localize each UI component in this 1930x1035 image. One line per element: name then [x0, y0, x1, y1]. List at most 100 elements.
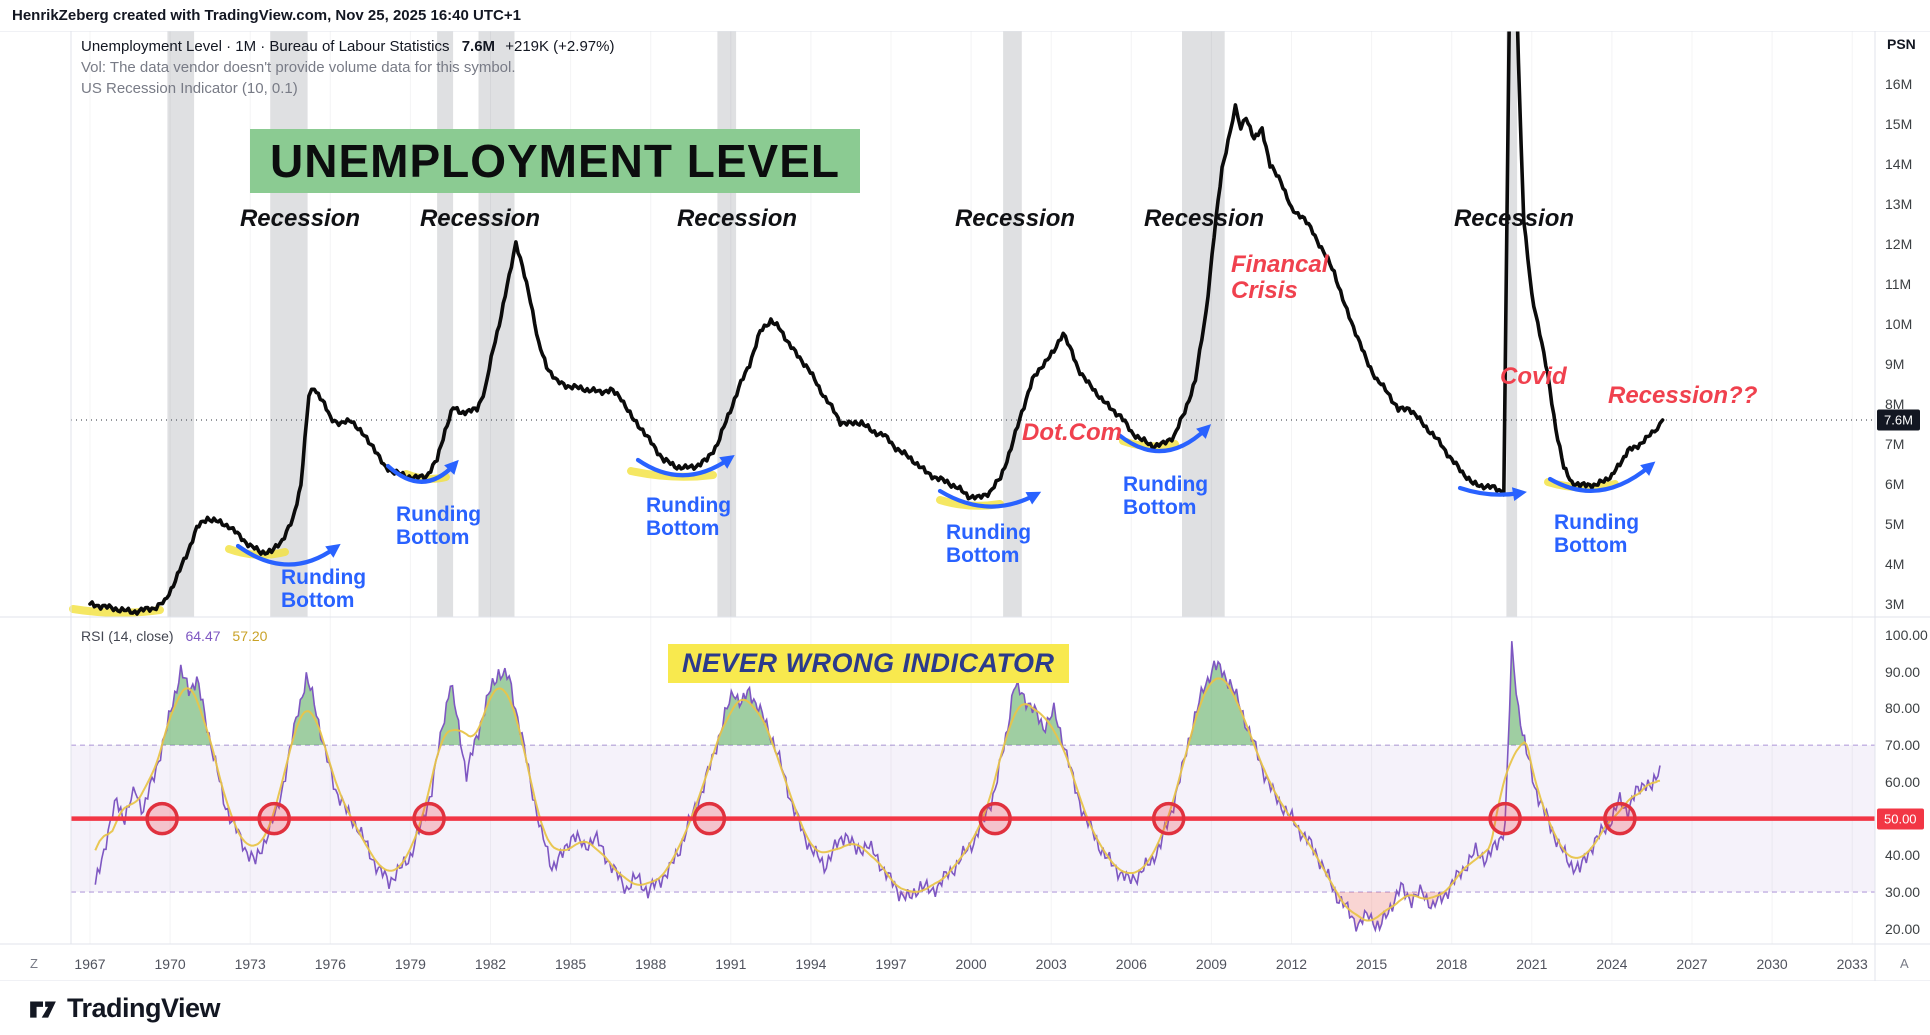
never-wrong-banner-highlight[interactable]: NEVER WRONG INDICATOR — [668, 644, 1069, 683]
rsi-tick-label: 80.00 — [1885, 700, 1921, 717]
unemployment-title: UNEMPLOYMENT LEVEL — [270, 135, 841, 187]
time-tick-label: 2003 — [1035, 956, 1067, 972]
rounding-bottom-line: Bottom — [1554, 534, 1628, 558]
rounding-bottom-line: Runding — [396, 503, 482, 526]
recession-label[interactable]: Recession — [676, 205, 798, 232]
price-tick-label: 13M — [1885, 196, 1913, 212]
time-tick-label: 2018 — [1436, 956, 1468, 972]
time-tick-label: 1985 — [555, 956, 587, 972]
rounding-bottom-line: Runding — [281, 566, 367, 589]
rsi-tick-label: 70.00 — [1885, 737, 1921, 754]
price-tick-label: 14M — [1885, 156, 1913, 172]
red-annotation[interactable]: Covid — [1500, 364, 1567, 390]
red-annotation-line: Recession?? — [1608, 382, 1758, 409]
recession-band — [1003, 31, 1022, 617]
recession-label[interactable]: Recession — [1453, 205, 1575, 232]
recession-indicator-label[interactable]: US Recession Indicator (10, 0.1) — [81, 80, 298, 97]
rounding-bottom-line: Bottom — [281, 589, 355, 613]
series-change: +219K (+2.97%) — [505, 38, 615, 55]
unemployment-price-line[interactable] — [88, 0, 1665, 616]
level-50-badge: 50.00 — [1877, 808, 1924, 830]
rounding-bottom-arrow[interactable] — [385, 459, 459, 484]
rounding-bottom-arrow[interactable] — [937, 488, 1042, 509]
rsi-cross-circle[interactable] — [412, 801, 446, 836]
attribution-bar: HenrikZeberg created with TradingView.co… — [0, 0, 1930, 31]
time-tick-label: 1994 — [795, 956, 827, 972]
red-annotation[interactable]: Recession?? — [1608, 383, 1757, 409]
rsi-cross-circle[interactable] — [978, 801, 1012, 836]
time-tick-label: 2015 — [1356, 956, 1388, 972]
price-tick-label: 11M — [1885, 276, 1912, 292]
time-tick-label: 2027 — [1676, 956, 1708, 972]
time-tick-label: 2009 — [1195, 956, 1227, 972]
rounding-bottom-line: Runding — [1554, 511, 1640, 534]
rsi-cross-circle[interactable] — [257, 801, 291, 836]
time-tick-label: 1988 — [635, 956, 667, 972]
rounding-bottom-arrow[interactable] — [635, 455, 735, 478]
axis-corner-button[interactable]: A — [1900, 956, 1909, 971]
rsi-cross-circle[interactable] — [1603, 801, 1637, 836]
recession-band — [167, 31, 195, 617]
volume-note[interactable]: Vol: The data vendor doesn't provide vol… — [81, 59, 516, 76]
recession-label[interactable]: Recession — [954, 205, 1076, 232]
rsi-cross-circle[interactable] — [1151, 801, 1186, 836]
tradingview-logo[interactable]: TradingView — [28, 993, 221, 1024]
series-title[interactable]: Unemployment Level · 1M · Bureau of Labo… — [81, 38, 450, 55]
rounding-bottom-label[interactable]: Runding Bottom — [1554, 511, 1639, 557]
yellow-bottom-highlight[interactable] — [225, 545, 289, 559]
rsi-cross-circle[interactable] — [1488, 801, 1522, 836]
red-annotation-line: Financal — [1231, 251, 1329, 278]
rounding-bottom-line: Runding — [1123, 473, 1209, 496]
price-tick-label: 4M — [1885, 556, 1905, 572]
time-tick-label: 1973 — [234, 956, 266, 972]
rsi-cross-circle[interactable] — [692, 801, 727, 836]
price-tick-label: 10M — [1885, 316, 1913, 332]
rounding-bottom-label[interactable]: Runding Bottom — [396, 503, 481, 549]
rsi-legend: RSI (14, close) 64.47 57.20 — [81, 628, 267, 644]
rounding-bottom-line: Runding — [946, 521, 1032, 544]
recession-label[interactable]: Recession — [419, 205, 541, 232]
rounding-bottom-label[interactable]: Runding Bottom — [281, 566, 366, 612]
recession-band — [478, 31, 515, 617]
rsi-overbought-fill — [162, 641, 1526, 746]
rounding-bottom-line: Bottom — [646, 517, 720, 541]
time-tick-label: 1982 — [474, 956, 507, 972]
red-annotation[interactable]: Financal Crisis — [1231, 252, 1328, 304]
rsi-oversold-fill — [624, 892, 1450, 932]
rsi-value: 64.47 — [185, 628, 221, 644]
rounding-bottom-arrow[interactable] — [235, 543, 341, 567]
red-annotation[interactable]: Dot.Com — [1022, 420, 1122, 446]
rsi-ma-value: 57.20 — [232, 628, 268, 644]
time-tick-label: 2024 — [1596, 956, 1628, 972]
recession-band — [1506, 31, 1518, 617]
rsi-tick-label: 100.00 — [1885, 627, 1928, 643]
price-tick-label: 3M — [1885, 596, 1905, 612]
time-tick-label: 1991 — [715, 956, 747, 972]
rsi-ma-line[interactable] — [94, 677, 1661, 922]
attribution-text: HenrikZeberg created with TradingView.co… — [12, 7, 521, 24]
timezone-button[interactable]: Z — [30, 956, 38, 971]
rounding-bottom-line: Bottom — [946, 544, 1020, 568]
rounding-bottom-arrow[interactable] — [1457, 485, 1527, 502]
recession-label[interactable]: Recession — [239, 205, 361, 232]
price-tick-label: 16M — [1885, 76, 1913, 92]
rsi-tick-label: 90.00 — [1885, 663, 1921, 680]
rsi-cross-circle[interactable] — [145, 801, 179, 836]
unemployment-title-highlight[interactable]: UNEMPLOYMENT LEVEL — [250, 129, 861, 193]
rounding-bottom-label[interactable]: Runding Bottom — [1123, 473, 1208, 519]
price-tick-label: 12M — [1885, 236, 1913, 252]
price-tick-label: 6M — [1885, 476, 1905, 492]
rounding-bottom-label[interactable]: Runding Bottom — [646, 494, 731, 540]
tradingview-wordmark: TradingView — [67, 993, 221, 1023]
rounding-bottom-line: Bottom — [396, 526, 470, 550]
price-tick-label: 7M — [1885, 436, 1905, 452]
rsi-title[interactable]: RSI (14, close) — [81, 628, 174, 644]
recession-label[interactable]: Recession — [1143, 205, 1265, 232]
footer-bar: TradingView — [0, 981, 1930, 1035]
rounding-bottom-line: Runding — [646, 494, 732, 517]
rounding-bottom-arrow[interactable] — [1116, 424, 1212, 454]
rounding-bottom-label[interactable]: Runding Bottom — [946, 521, 1031, 567]
rounding-bottom-arrow[interactable] — [1547, 461, 1656, 493]
price-tick-label: 8M — [1885, 396, 1905, 412]
